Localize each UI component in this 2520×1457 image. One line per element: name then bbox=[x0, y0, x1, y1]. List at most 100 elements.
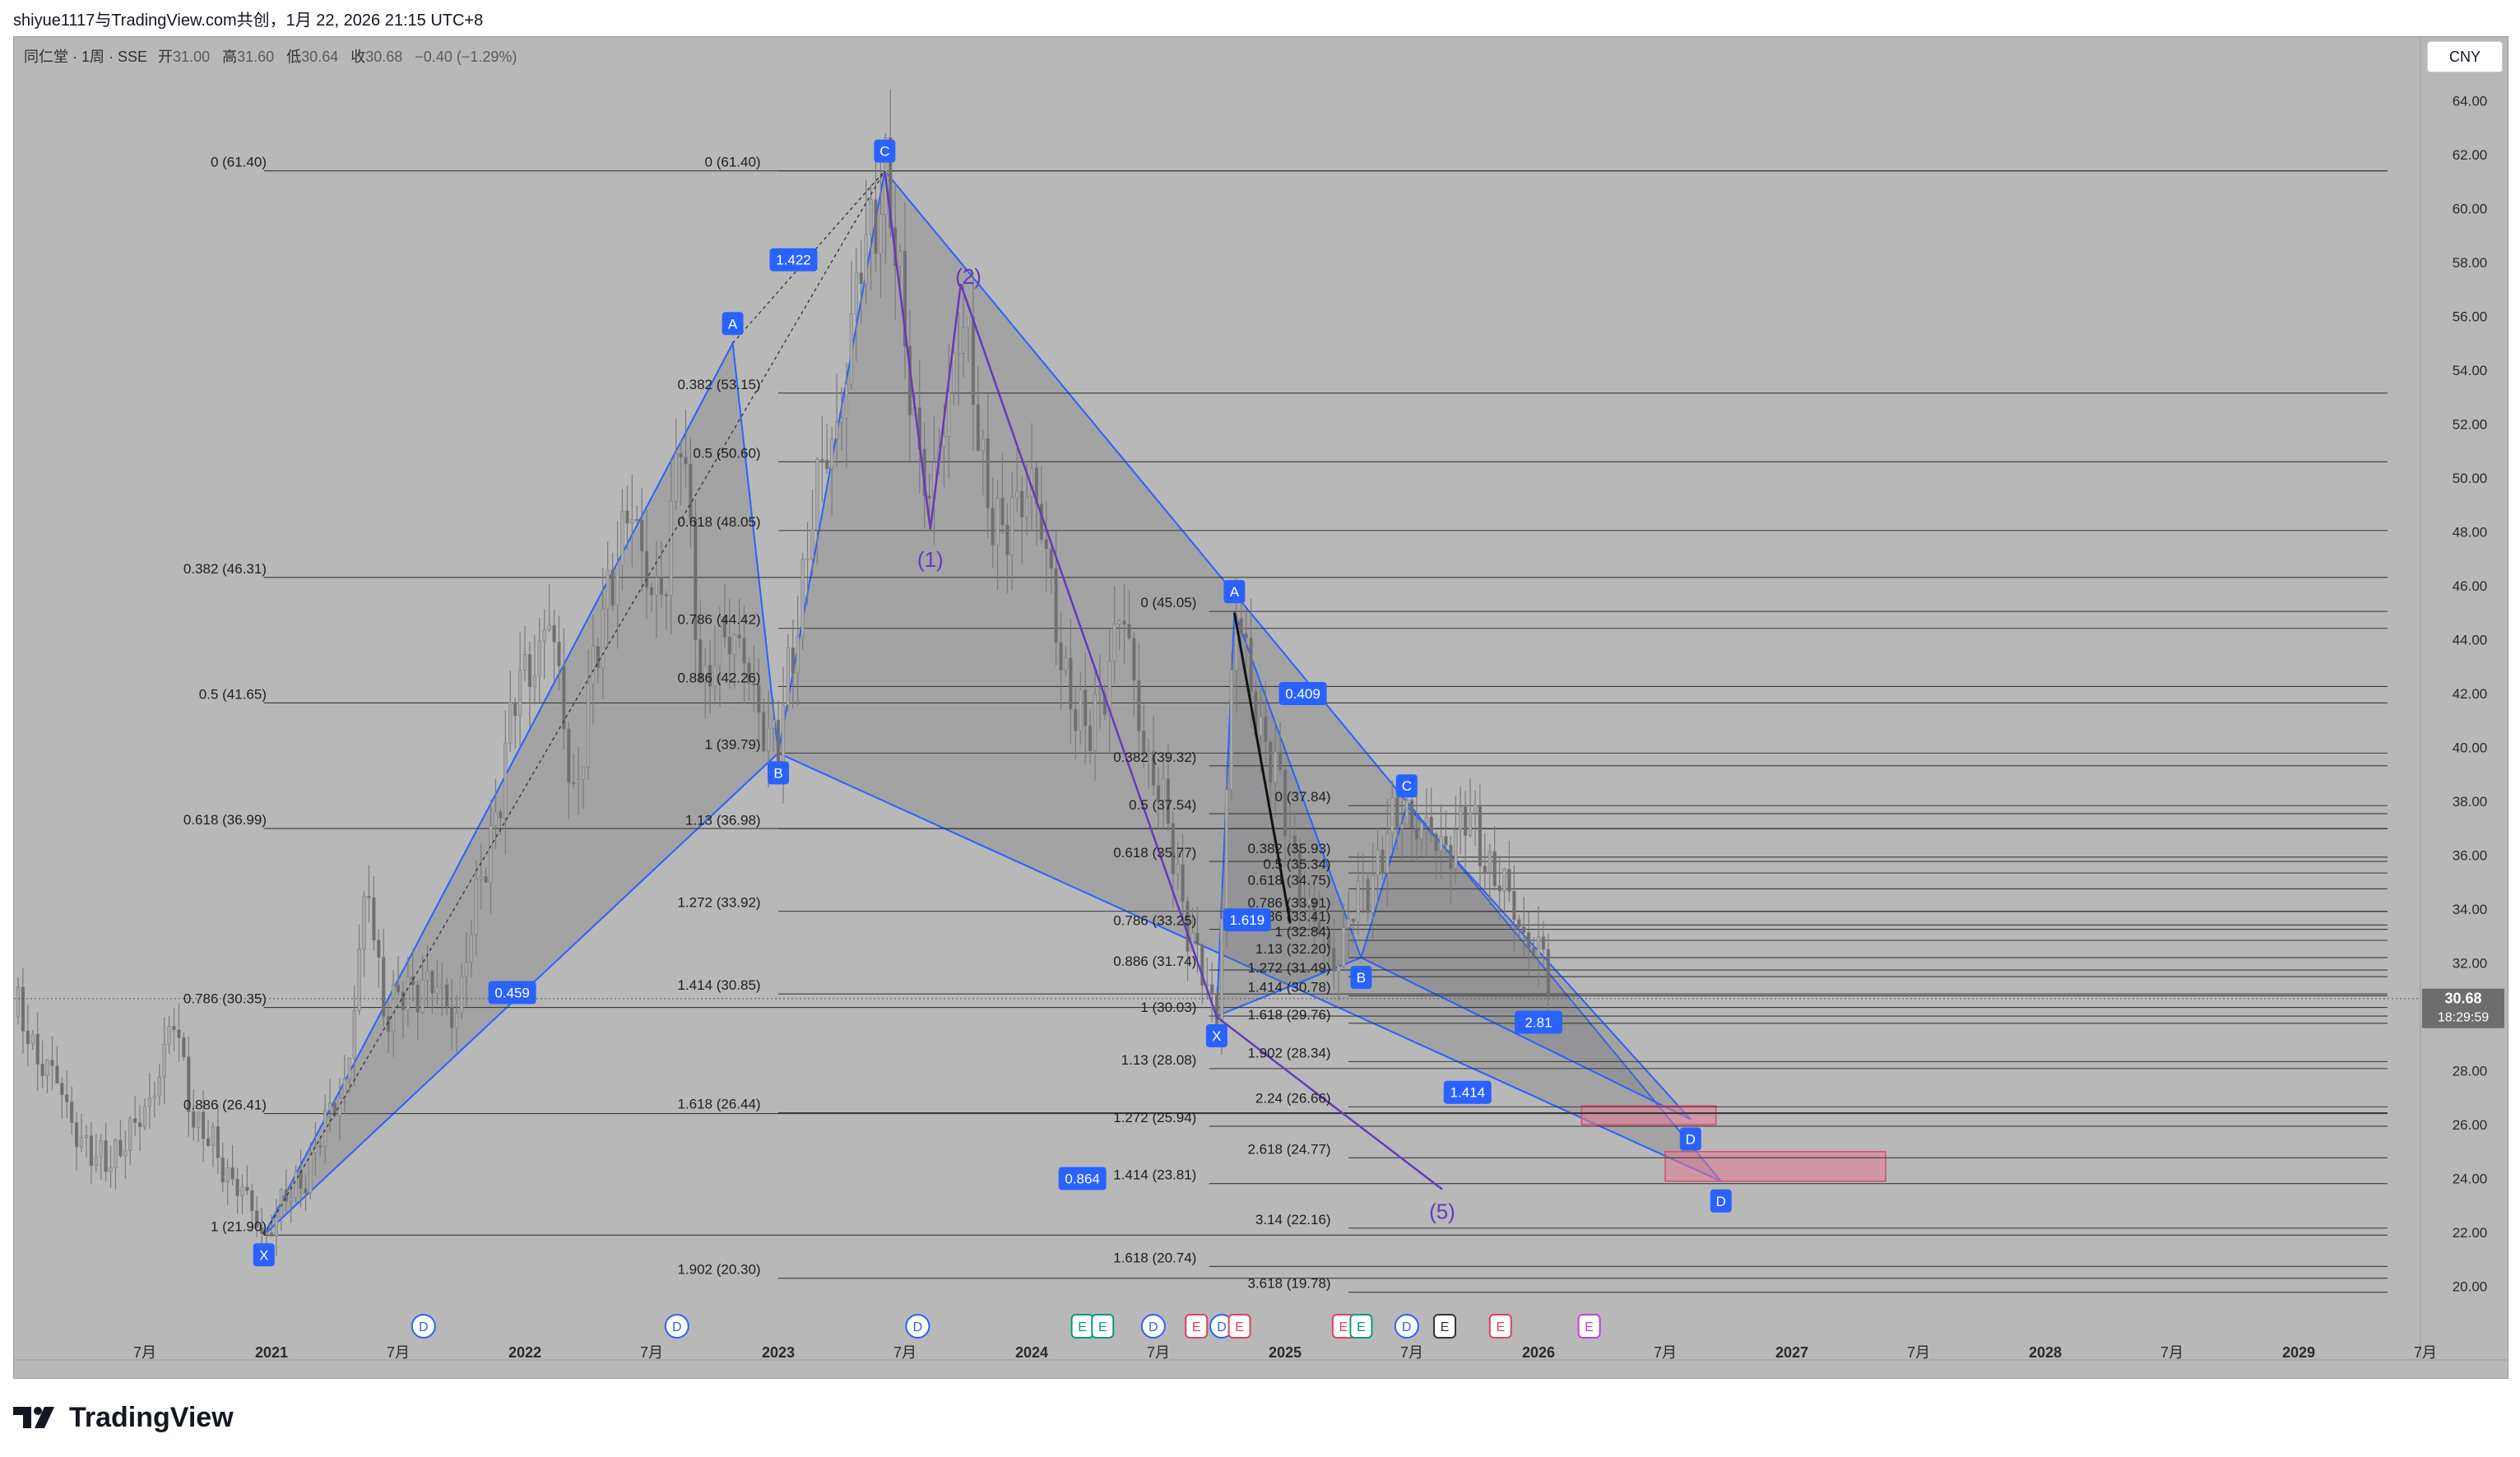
harmonic-point-label-bg[interactable] bbox=[253, 1243, 275, 1267]
wave-label[interactable]: (1) bbox=[917, 547, 944, 572]
y-tick-label: 58.00 bbox=[2453, 255, 2488, 271]
event-label[interactable]: E bbox=[1441, 1320, 1450, 1334]
harmonic-point-label-bg[interactable] bbox=[874, 139, 896, 163]
harmonic-point-label-bg[interactable] bbox=[1710, 1189, 1732, 1213]
harmonic-ratio-label-bg[interactable] bbox=[769, 248, 818, 271]
symbol-title[interactable]: 同仁堂 · 1周 · SSE bbox=[24, 49, 148, 65]
event-label[interactable]: E bbox=[1585, 1320, 1594, 1334]
harmonic-ratio-label[interactable]: 2.81 bbox=[1525, 1015, 1552, 1031]
fib-level-label: 0.786 (33.25) bbox=[1113, 913, 1196, 929]
earnings-event-icon[interactable] bbox=[1228, 1314, 1251, 1339]
harmonic-point-label-bg[interactable] bbox=[1205, 1024, 1228, 1048]
candle-body bbox=[192, 1111, 196, 1128]
candle-body bbox=[318, 1145, 323, 1148]
earnings-event-icon[interactable] bbox=[1349, 1314, 1373, 1339]
dividend-event-icon[interactable] bbox=[1394, 1314, 1419, 1339]
candle-body bbox=[382, 957, 386, 1017]
harmonic-point-label-bg[interactable] bbox=[1679, 1127, 1701, 1151]
tradingview-logo[interactable]: TradingView bbox=[13, 1399, 234, 1436]
event-label[interactable]: D bbox=[913, 1320, 923, 1334]
currency-button[interactable]: CNY bbox=[2427, 41, 2503, 72]
harmonic-ratio-label[interactable]: 1.414 bbox=[1450, 1085, 1485, 1101]
harmonic-point-label[interactable]: C bbox=[879, 144, 889, 160]
harmonic-point-label-bg[interactable] bbox=[1350, 965, 1372, 989]
harmonic-point-label[interactable]: X bbox=[1212, 1028, 1221, 1044]
event-label[interactable]: D bbox=[672, 1320, 682, 1334]
dividend-event-icon[interactable] bbox=[905, 1314, 930, 1339]
event-label[interactable]: E bbox=[1235, 1320, 1244, 1334]
harmonic-point-label[interactable]: D bbox=[1686, 1131, 1696, 1147]
harmonic-ratio-label-bg[interactable] bbox=[1223, 908, 1271, 932]
harmonic-point-label[interactable]: A bbox=[1230, 584, 1240, 600]
elliott-wave-line[interactable] bbox=[884, 170, 1443, 1190]
harmonic-ratio-label-bg[interactable] bbox=[1515, 1010, 1562, 1034]
event-label[interactable]: D bbox=[419, 1320, 429, 1334]
earnings-event-icon[interactable] bbox=[1577, 1314, 1601, 1339]
event-label[interactable]: E bbox=[1496, 1320, 1505, 1334]
earnings-event-icon[interactable] bbox=[1433, 1314, 1457, 1339]
earnings-event-icon[interactable] bbox=[1091, 1314, 1115, 1339]
harmonic-ratio-label[interactable]: 0.459 bbox=[494, 986, 530, 1001]
target-zone[interactable] bbox=[1580, 1105, 1717, 1125]
harmonic-ratio-label-bg[interactable] bbox=[1443, 1080, 1492, 1104]
harmonic-point-label-bg[interactable] bbox=[1223, 580, 1246, 604]
event-label[interactable]: E bbox=[1098, 1320, 1107, 1334]
fib-level-label: 0.382 (53.15) bbox=[677, 377, 760, 392]
harmonic-point-label[interactable]: B bbox=[1357, 970, 1366, 986]
harmonic-point-label[interactable]: D bbox=[1716, 1194, 1726, 1209]
harmonic-point-label-bg[interactable] bbox=[768, 761, 789, 785]
current-price-badge[interactable] bbox=[2422, 988, 2504, 1028]
candle-body bbox=[767, 727, 771, 752]
harmonic-point-label[interactable]: A bbox=[728, 316, 738, 332]
event-label[interactable]: E bbox=[1192, 1320, 1201, 1334]
chart-area[interactable]: 20.0022.0024.0026.0028.0030.0032.0034.00… bbox=[13, 36, 2508, 1379]
candle-body bbox=[527, 654, 532, 688]
event-label[interactable]: D bbox=[1217, 1320, 1227, 1334]
candle-body bbox=[342, 1079, 346, 1099]
y-tick-label: 20.00 bbox=[2453, 1279, 2488, 1295]
dividend-event-icon[interactable] bbox=[411, 1314, 436, 1339]
candle-body bbox=[630, 519, 634, 524]
event-label[interactable]: E bbox=[1339, 1320, 1348, 1334]
candle-body bbox=[454, 1013, 459, 1028]
candle-body bbox=[615, 564, 620, 606]
harmonic-point-label[interactable]: C bbox=[1402, 778, 1412, 794]
open-label: 开 bbox=[158, 49, 174, 65]
event-label[interactable]: D bbox=[1149, 1320, 1158, 1334]
harmonic-ratio-label[interactable]: 0.409 bbox=[1285, 686, 1320, 702]
candle-body bbox=[1264, 716, 1268, 742]
wave-label[interactable]: (2) bbox=[955, 264, 982, 289]
harmonic-point-label-bg[interactable] bbox=[1395, 774, 1418, 798]
dividend-event-icon[interactable] bbox=[664, 1314, 689, 1339]
candle-body bbox=[1395, 797, 1399, 829]
fib-level-label: 1.13 (36.98) bbox=[685, 812, 761, 828]
candle-body bbox=[26, 1031, 30, 1044]
earnings-event-icon[interactable] bbox=[1185, 1314, 1209, 1339]
candle-body bbox=[1297, 848, 1302, 905]
wave-label[interactable]: (5) bbox=[1429, 1199, 1455, 1224]
event-label[interactable]: E bbox=[1078, 1320, 1087, 1334]
black-trend-line[interactable] bbox=[1232, 612, 1292, 923]
harmonic-point-label[interactable]: B bbox=[773, 765, 782, 781]
harmonic-point-label-bg[interactable] bbox=[722, 312, 744, 336]
dividend-event-icon[interactable] bbox=[1140, 1314, 1166, 1339]
candle-body bbox=[513, 702, 517, 717]
harmonic-ratio-label-bg[interactable] bbox=[1279, 682, 1327, 705]
event-label[interactable]: D bbox=[1402, 1320, 1412, 1334]
price-chart[interactable]: 20.0022.0024.0026.0028.0030.0032.0034.00… bbox=[14, 37, 2508, 1378]
harmonic-ratio-label[interactable]: 1.422 bbox=[776, 253, 811, 268]
target-zone[interactable] bbox=[1664, 1151, 1887, 1182]
event-label[interactable]: E bbox=[1357, 1320, 1366, 1334]
candle-body bbox=[698, 639, 703, 683]
harmonic-ratio-label[interactable]: 1.619 bbox=[1230, 912, 1265, 928]
candle-body bbox=[689, 463, 693, 519]
candle-body bbox=[791, 647, 795, 674]
harmonic-ratio-label-bg[interactable] bbox=[1058, 1167, 1107, 1190]
candle-body bbox=[1434, 833, 1438, 851]
harmonic-point-label[interactable]: X bbox=[259, 1247, 268, 1263]
candle-body bbox=[849, 313, 853, 385]
candle-body bbox=[757, 684, 761, 713]
earnings-event-icon[interactable] bbox=[1488, 1314, 1512, 1339]
candle-body bbox=[601, 608, 605, 668]
harmonic-ratio-label[interactable]: 0.864 bbox=[1065, 1172, 1100, 1187]
